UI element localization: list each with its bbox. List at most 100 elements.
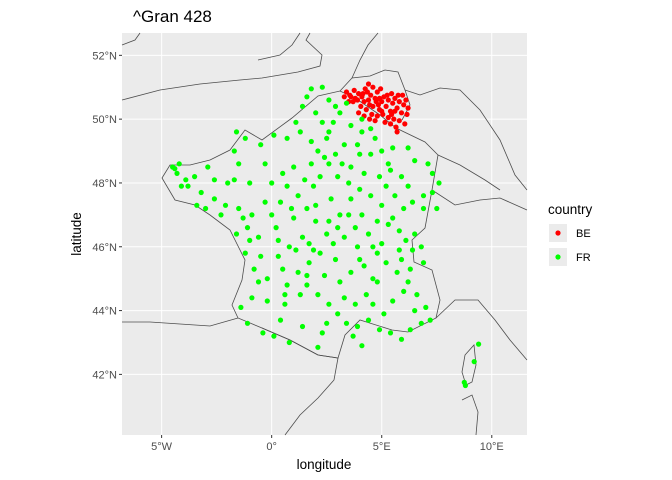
point-fr-157 xyxy=(346,212,352,218)
point-fr-120 xyxy=(361,263,367,269)
point-fr-113 xyxy=(383,260,389,266)
point-be-40 xyxy=(396,118,402,124)
point-fr-66 xyxy=(401,205,407,212)
point-fr-21 xyxy=(260,330,266,336)
point-be-19 xyxy=(392,95,398,101)
point-be-10 xyxy=(374,89,380,95)
point-fr-177 xyxy=(269,212,275,218)
point-fr-135 xyxy=(348,164,354,170)
point-fr-146 xyxy=(297,292,303,298)
point-fr-68 xyxy=(379,202,385,208)
point-fr-180 xyxy=(363,292,369,298)
point-fr-166 xyxy=(264,298,270,304)
corsica-outline xyxy=(461,344,477,386)
point-fr-186 xyxy=(335,225,341,231)
point-fr-116 xyxy=(409,247,416,253)
point-be-29 xyxy=(370,84,376,90)
x-tick-label-2: 5°E xyxy=(373,441,391,453)
point-be-35 xyxy=(369,111,375,117)
point-fr-153 xyxy=(461,379,467,385)
legend-key-fr xyxy=(555,254,561,260)
point-fr-209 xyxy=(238,304,244,310)
point-fr-16 xyxy=(242,250,248,256)
point-fr-25 xyxy=(284,282,290,288)
point-fr-171 xyxy=(387,167,394,173)
point-fr-124 xyxy=(310,247,317,253)
point-fr-23 xyxy=(277,317,284,323)
point-fr-99 xyxy=(335,311,341,317)
germany-border xyxy=(404,87,528,191)
point-fr-12 xyxy=(236,205,242,212)
x-tick-label-0: 5°W xyxy=(151,441,173,453)
point-fr-93 xyxy=(317,250,323,256)
point-fr-190 xyxy=(326,129,332,135)
switzerland-border xyxy=(431,189,528,211)
point-fr-196 xyxy=(194,202,200,208)
point-fr-95 xyxy=(295,269,301,275)
britain-east-coast xyxy=(257,32,301,61)
point-fr-8 xyxy=(205,164,211,170)
point-fr-168 xyxy=(359,343,365,349)
point-fr-165 xyxy=(286,339,292,346)
point-fr-183 xyxy=(434,205,440,212)
point-fr-174 xyxy=(247,180,253,186)
point-fr-159 xyxy=(308,138,314,145)
point-fr-11 xyxy=(231,177,237,183)
point-fr-80 xyxy=(335,174,341,180)
point-fr-162 xyxy=(379,241,385,247)
point-fr-114 xyxy=(374,250,380,256)
point-fr-110 xyxy=(414,292,420,298)
point-fr-96 xyxy=(304,282,310,288)
point-fr-61 xyxy=(429,170,435,176)
point-be-49 xyxy=(341,94,347,100)
point-fr-100 xyxy=(343,320,350,326)
point-fr-149 xyxy=(390,298,396,304)
point-fr-151 xyxy=(471,359,477,365)
point-fr-27 xyxy=(273,225,279,231)
point-fr-69 xyxy=(368,193,374,199)
spain-east-coast xyxy=(284,357,339,436)
point-fr-119 xyxy=(403,237,409,243)
point-fr-141 xyxy=(291,215,297,221)
point-be-38 xyxy=(385,114,391,121)
point-fr-191 xyxy=(343,100,350,106)
italy-border xyxy=(437,154,501,191)
point-be-33 xyxy=(358,103,364,109)
point-fr-193 xyxy=(297,129,303,135)
point-fr-206 xyxy=(359,212,365,218)
point-fr-163 xyxy=(319,330,325,336)
point-fr-112 xyxy=(394,269,400,275)
point-be-50 xyxy=(343,89,350,95)
y-axis-ticks: 42°N 44°N 46°N 48°N 50°N 52°N xyxy=(92,50,122,381)
point-fr-58 xyxy=(405,145,411,151)
point-fr-127 xyxy=(280,266,286,272)
point-fr-57 xyxy=(390,145,396,151)
point-fr-14 xyxy=(244,225,251,231)
point-be-47 xyxy=(356,110,362,116)
point-fr-176 xyxy=(233,231,240,237)
point-fr-184 xyxy=(407,266,413,272)
legend-label-fr: FR xyxy=(576,252,591,264)
y-tick-label-0: 42°N xyxy=(92,369,117,381)
point-be-15 xyxy=(383,103,389,109)
point-fr-98 xyxy=(326,301,332,307)
point-be-45 xyxy=(367,116,373,122)
point-fr-117 xyxy=(418,244,424,250)
point-be-61 xyxy=(373,99,379,105)
point-fr-152 xyxy=(476,341,482,347)
point-be-4 xyxy=(361,99,367,105)
point-fr-130 xyxy=(249,212,255,218)
point-fr-188 xyxy=(255,234,262,240)
point-fr-64 xyxy=(420,193,427,199)
point-fr-97 xyxy=(315,292,321,298)
point-fr-158 xyxy=(328,196,334,202)
y-tick-label-4: 50°N xyxy=(92,114,117,126)
point-fr-169 xyxy=(396,247,402,253)
point-fr-106 xyxy=(407,327,413,333)
point-be-57 xyxy=(402,121,408,127)
point-fr-46 xyxy=(324,135,330,141)
point-be-44 xyxy=(372,118,378,124)
point-fr-34 xyxy=(271,132,277,138)
point-fr-200 xyxy=(396,228,402,234)
